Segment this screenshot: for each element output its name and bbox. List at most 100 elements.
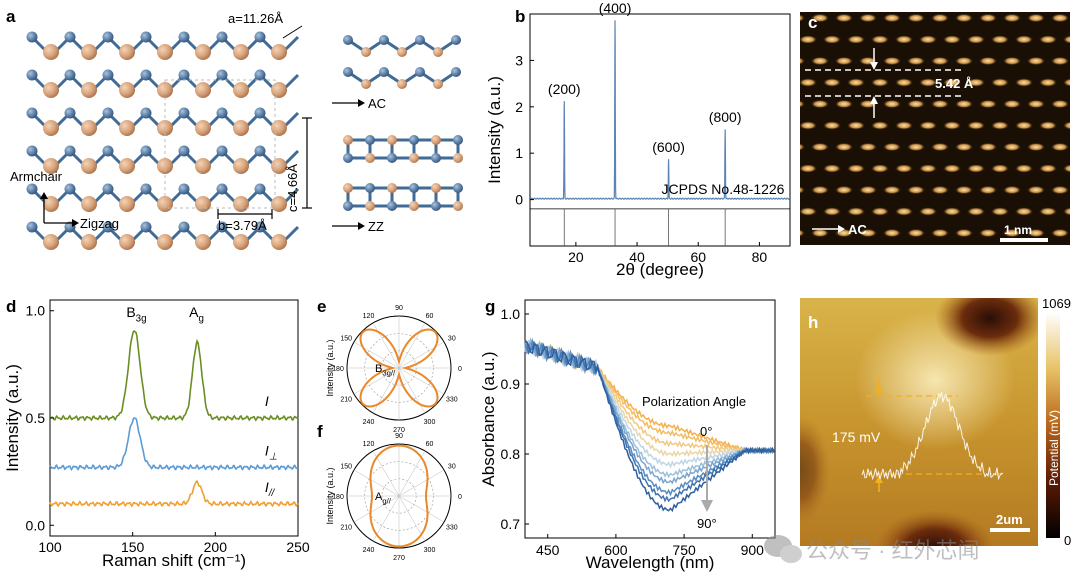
raman-series	[49, 479, 299, 508]
atom-column	[931, 56, 949, 66]
atom-column	[943, 164, 961, 173]
atom-column	[955, 99, 973, 109]
series-label: I⊥	[265, 442, 277, 462]
atom-column	[967, 121, 985, 130]
panel-e: e 0 30 60 90 120 150 180 210 240 270 300 330 B3g// In…	[317, 297, 462, 434]
polar-axis-label: Intensity (a.u.)	[325, 467, 335, 524]
angle-label: 60	[426, 313, 434, 320]
x-tick-label: 750	[672, 542, 696, 558]
zz-layer-top-atom	[343, 135, 353, 145]
atom-column	[811, 13, 829, 23]
polarization-legend: Polarization Angle	[642, 394, 746, 409]
s-atom	[254, 183, 266, 195]
angle-label: 90	[395, 305, 403, 312]
zz-layer-top-atom	[365, 153, 375, 163]
angle-end-label: 90°	[697, 516, 717, 531]
y-tick-label: 1.0	[501, 306, 521, 322]
ge-atom	[81, 158, 97, 174]
atom-column	[800, 100, 805, 108]
x-tick-label: 450	[536, 542, 560, 558]
atom-column	[1063, 207, 1070, 216]
ac-layer-top-atom	[343, 35, 353, 45]
atom-column	[979, 13, 997, 23]
y-tick-label: 0.0	[26, 517, 46, 533]
crystal-structure	[26, 31, 300, 250]
panel-g: g 450 600 750 900 0.7 0.8 0.9 1.0 Wavelength (nm…	[479, 297, 776, 572]
angle-label: 150	[340, 464, 352, 471]
s-atom	[26, 145, 38, 157]
atom-column	[823, 121, 841, 130]
atom-column	[919, 207, 937, 216]
zz-layer-top-atom	[453, 153, 463, 163]
y-axis-label: Intensity (a.u.)	[3, 364, 22, 472]
panel-g-label: g	[485, 297, 495, 316]
ac-layer-top-atom	[397, 47, 407, 57]
potential-colorbar	[1046, 312, 1060, 538]
panel-d: d I I⊥ I// B3g Ag 100 150 200 250 0.0 0.5 1.0 Raman …	[3, 297, 310, 570]
atom-column	[1015, 78, 1033, 87]
atom-column	[919, 78, 937, 87]
ac-layer-bottom-atom	[397, 79, 407, 89]
ge-atom	[119, 82, 135, 98]
raman-series	[49, 416, 299, 472]
x-tick-label: 900	[741, 542, 765, 558]
xrd-chart: (200) (400) (600) (800) 20 40 60 80 0 1 2 3 2θ (degr…	[485, 0, 791, 279]
ge-atom	[157, 234, 173, 250]
zz-layer-bottom-atom	[343, 183, 353, 193]
atom-column	[800, 207, 817, 216]
zz-label: ZZ	[368, 219, 384, 234]
polar-spoke	[372, 495, 400, 542]
ge-atom	[81, 234, 97, 250]
atom-column	[871, 164, 889, 173]
series-label: I	[265, 393, 269, 409]
atom-column	[991, 35, 1009, 44]
x-tick-label: 150	[121, 539, 145, 555]
panel-a-label: a	[6, 7, 16, 26]
s-atom	[102, 145, 114, 157]
atom-column	[1063, 35, 1070, 44]
s-atom	[102, 183, 114, 195]
zz-layer-bottom-atom	[343, 201, 353, 211]
ge-atom	[195, 44, 211, 60]
angle-label: 210	[340, 397, 352, 404]
atom-column	[800, 57, 805, 65]
s-atom	[254, 145, 266, 157]
atom-column	[1003, 13, 1021, 23]
atom-column	[979, 185, 997, 195]
angle-label: 300	[424, 547, 436, 554]
angle-label: 120	[363, 441, 375, 448]
atom-column	[1063, 78, 1070, 87]
atom-column	[907, 13, 925, 23]
atom-column	[1051, 142, 1069, 152]
atom-column	[859, 228, 877, 238]
peak-label: B3g	[126, 304, 146, 324]
atom-column	[931, 185, 949, 195]
panel-b-label: b	[515, 7, 525, 26]
x-tick-label: 200	[204, 539, 228, 555]
ge-atom	[43, 196, 59, 212]
zz-layer-bottom-atom	[365, 201, 375, 211]
angle-label: 180	[332, 366, 344, 373]
s-atom	[216, 69, 228, 81]
atom-column	[1051, 228, 1069, 238]
atom-column	[847, 164, 865, 173]
atom-column	[895, 121, 913, 130]
atom-column	[979, 99, 997, 109]
angle-arrow-head	[701, 500, 713, 512]
atom-column	[907, 228, 925, 238]
ge-atom	[81, 82, 97, 98]
ge-atom	[119, 158, 135, 174]
zz-layer-top-atom	[431, 135, 441, 145]
atom-column	[1027, 13, 1045, 23]
s-atom	[216, 183, 228, 195]
s-atom	[64, 107, 76, 119]
atom-column	[991, 164, 1009, 173]
atom-column	[1039, 164, 1057, 173]
series-label: I//	[265, 479, 276, 499]
polar-plot-ag: 0 30 60 90 120 150 180 210 240 270 300 330 Ag// Inten…	[325, 433, 462, 562]
polar-spoke	[398, 495, 445, 523]
zz-layer-top-atom	[453, 135, 463, 145]
atom-column	[1063, 164, 1070, 173]
angle-label: 60	[426, 441, 434, 448]
s-atom	[140, 69, 152, 81]
